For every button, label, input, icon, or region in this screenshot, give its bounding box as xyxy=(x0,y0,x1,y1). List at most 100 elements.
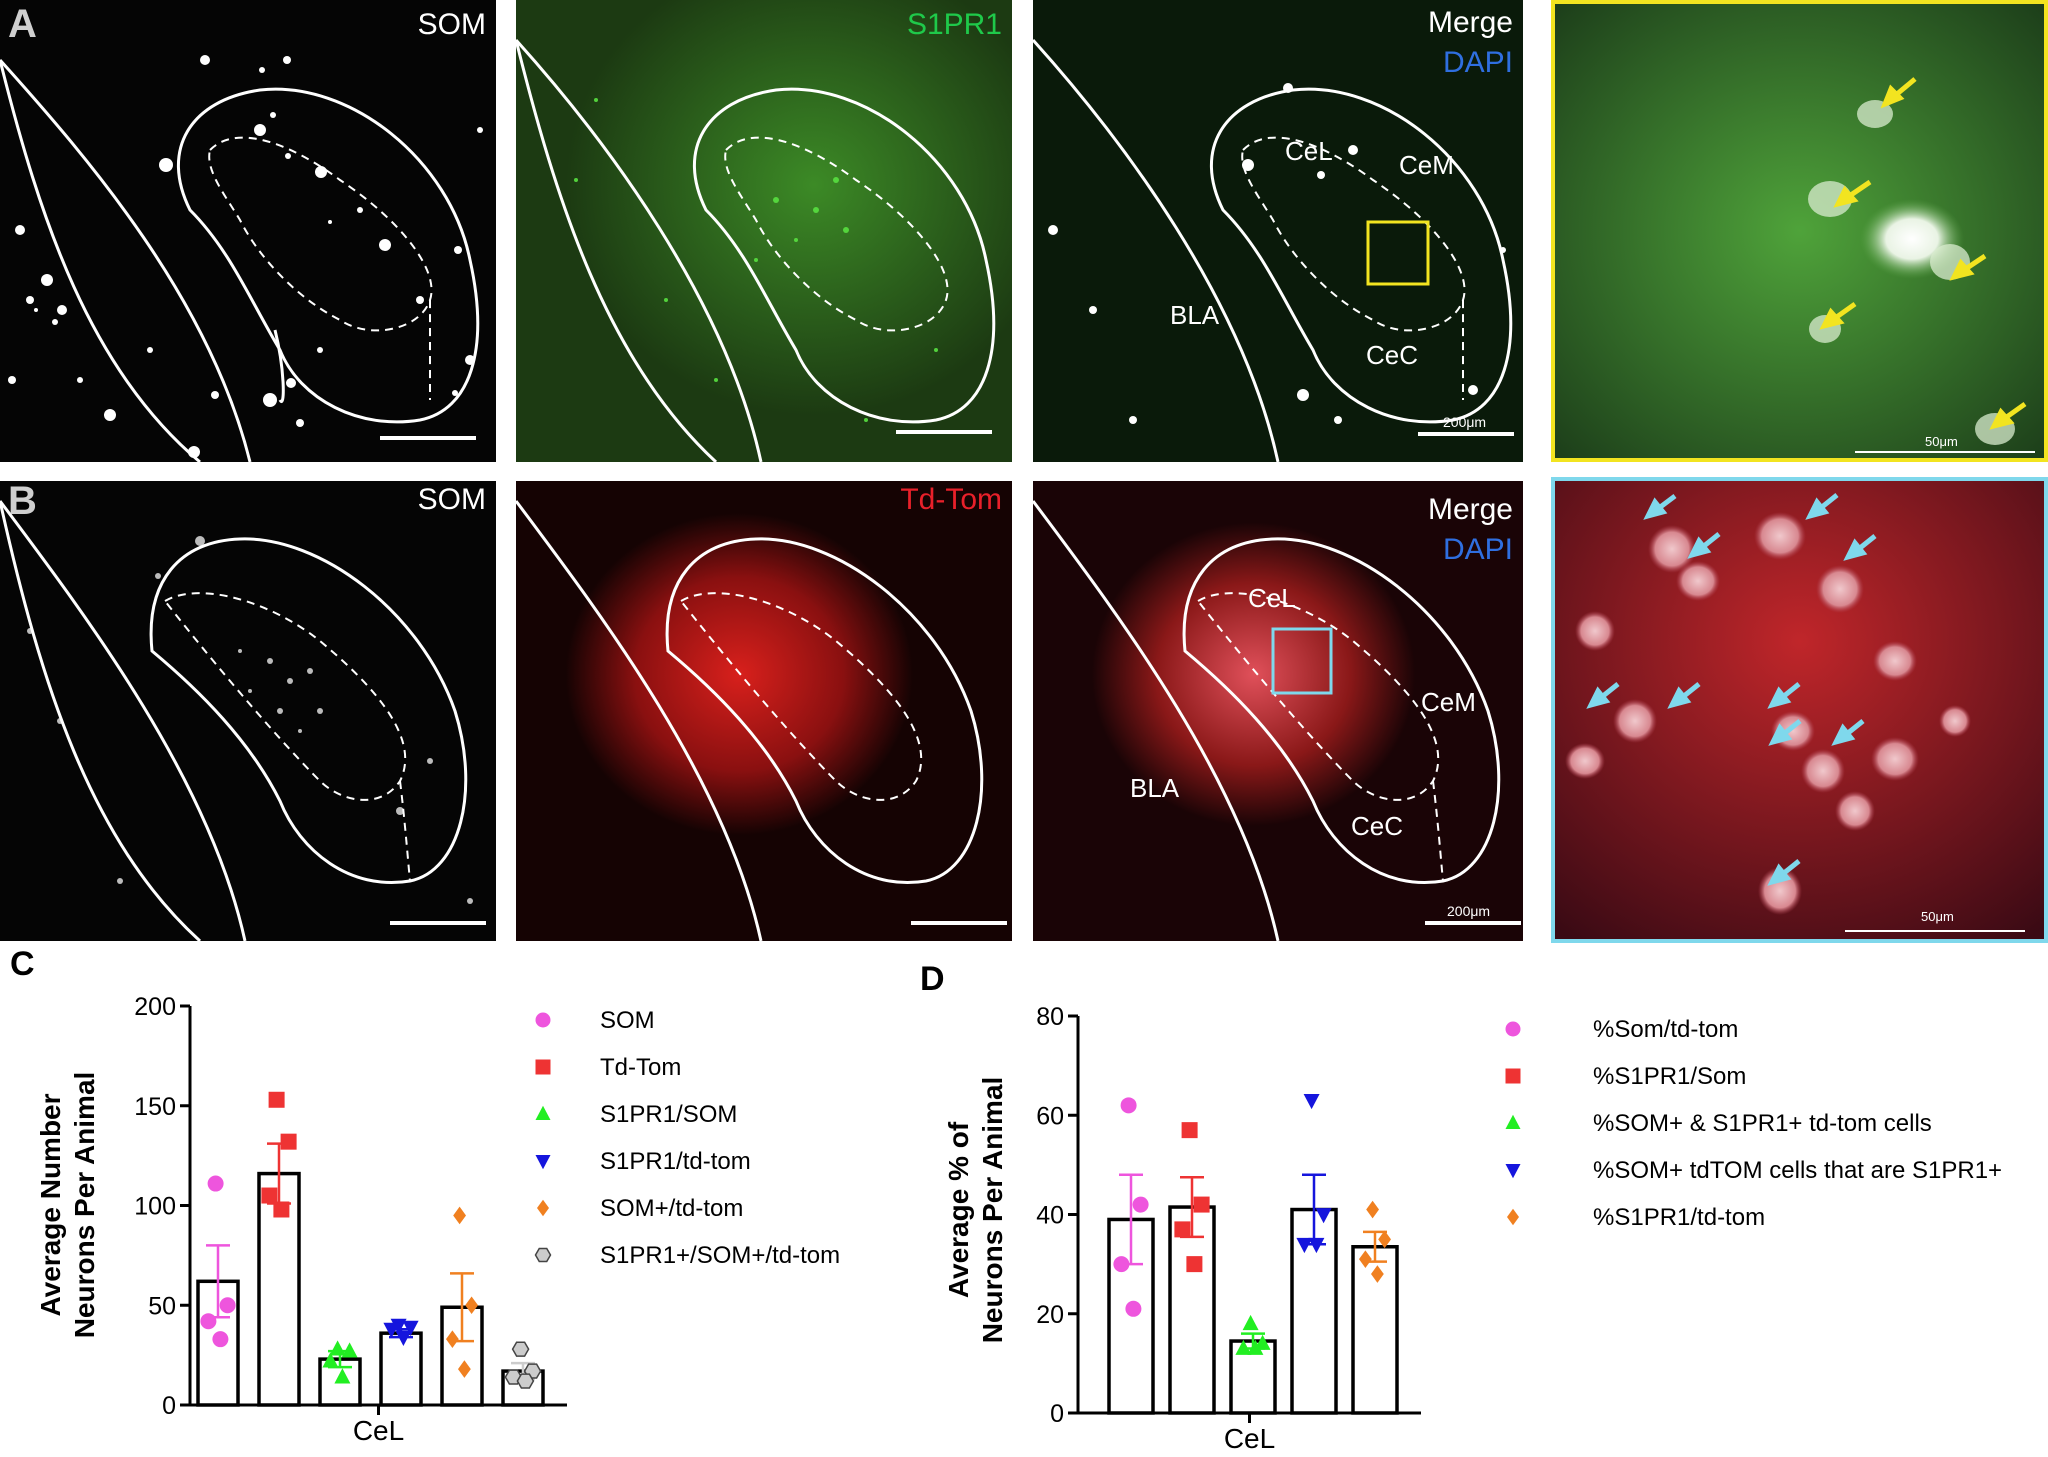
channel-label-merge: Merge xyxy=(1427,6,1513,39)
data-point xyxy=(1193,1196,1210,1213)
channel-label-som: SOM xyxy=(417,8,486,41)
data-point xyxy=(516,1373,535,1389)
scale-bar xyxy=(1855,451,2035,453)
y-tick-label: 0 xyxy=(162,1392,176,1420)
s1pr1-puncta xyxy=(574,98,938,422)
data-point xyxy=(446,1330,459,1348)
legend-label: SOM xyxy=(600,1007,655,1034)
data-point xyxy=(1247,1339,1264,1355)
bar-charts: C 0 50 100 150 200 CeL Average Number Neurons Pe… xyxy=(10,945,2002,1454)
y-tick-label: 150 xyxy=(134,1093,176,1121)
panel-label: C xyxy=(10,945,35,983)
scale-bar xyxy=(1425,921,1521,925)
legend-marker xyxy=(535,1155,551,1170)
data-point xyxy=(1366,1200,1379,1219)
data-point xyxy=(1371,1265,1384,1283)
legend-label: %S1PR1/td-tom xyxy=(1593,1204,1765,1231)
scale-bar-label: 200μm xyxy=(1443,414,1487,430)
data-point xyxy=(212,1331,229,1348)
channel-label-s1pr1: S1PR1 xyxy=(906,8,1002,41)
legend-marker xyxy=(535,1059,551,1075)
zoom-box-yellow xyxy=(1366,220,1430,286)
zoom-box-cyan xyxy=(1271,627,1333,695)
s1pr1-image-a xyxy=(516,0,1012,462)
y-axis-label: Average Number Neurons Per Animal xyxy=(35,1072,100,1339)
region-label-bla: BLA xyxy=(1130,773,1180,803)
data-point xyxy=(268,1091,285,1108)
arrow-icons xyxy=(1819,77,2027,430)
x-axis-label: CeL xyxy=(353,1415,404,1446)
panel-label: D xyxy=(920,960,945,998)
region-label-bla: BLA xyxy=(1170,300,1220,330)
legend-label: S1PR1/td-tom xyxy=(600,1148,751,1175)
legend-marker xyxy=(1505,1164,1521,1179)
data-point xyxy=(1296,1237,1313,1254)
arrow-icons xyxy=(1586,493,1877,886)
region-label-cec: CeC xyxy=(1366,340,1419,370)
data-point xyxy=(1186,1256,1203,1273)
data-point xyxy=(329,1340,346,1356)
scale-bar xyxy=(380,436,476,440)
data-point xyxy=(207,1175,224,1192)
region-outlines xyxy=(0,58,480,462)
channel-label-dapi: DAPI xyxy=(1442,46,1513,79)
y-tick-label: 50 xyxy=(148,1292,176,1320)
data-point xyxy=(383,1322,400,1338)
y-tick-label: 20 xyxy=(1036,1301,1064,1329)
data-point xyxy=(1378,1230,1391,1249)
row-label-a: A xyxy=(8,2,37,46)
channel-label-dapi: DAPI xyxy=(1442,533,1513,566)
data-point xyxy=(1235,1339,1252,1355)
data-point xyxy=(322,1352,339,1368)
legend-marker xyxy=(535,1012,551,1028)
region-label-cec: CeC xyxy=(1351,811,1404,841)
region-label-cem: CeM xyxy=(1421,687,1476,717)
scale-bar-label: 200μm xyxy=(1447,903,1491,919)
som-image-a xyxy=(0,55,483,462)
som-puncta xyxy=(8,55,483,458)
som-image-b xyxy=(0,500,486,941)
region-label-cel: CeL xyxy=(1248,583,1296,613)
data-point xyxy=(1308,1237,1325,1254)
data-point xyxy=(511,1341,530,1357)
legend-marker xyxy=(537,1199,549,1217)
zoom-image-a xyxy=(1555,4,2044,458)
data-point xyxy=(458,1360,471,1378)
scale-bar xyxy=(390,921,486,925)
legend-label: %Som/td-tom xyxy=(1593,1016,1738,1043)
y-tick-label: 200 xyxy=(134,993,176,1021)
scale-bar xyxy=(911,921,1007,925)
data-point xyxy=(453,1206,466,1225)
panel-b-zoom: 50μm xyxy=(1551,477,2048,943)
legend-marker xyxy=(1505,1021,1521,1037)
y-tick-label: 100 xyxy=(134,1193,176,1221)
data-point xyxy=(280,1133,297,1150)
legend-marker xyxy=(534,1247,552,1263)
panel-a-som: A SOM xyxy=(0,0,496,462)
data-point xyxy=(1132,1196,1149,1213)
panel-a-merge: Merge DAPI CeL CeM BLA CeC 200μm xyxy=(1033,0,1523,462)
panel-b-tdtom: Td-Tom xyxy=(516,481,1012,941)
panel-b-merge: Merge DAPI CeL CeM BLA CeC 200μm xyxy=(1033,481,1523,941)
som-puncta xyxy=(27,536,473,904)
data-point xyxy=(219,1297,236,1314)
data-point xyxy=(1303,1093,1320,1110)
scale-bar xyxy=(1845,930,2025,932)
legend-label: S1PR1+/SOM+/td-tom xyxy=(600,1242,840,1269)
data-point xyxy=(1181,1122,1198,1139)
scale-bar-label: 50μm xyxy=(1921,909,1954,924)
panel-a-zoom: 50μm xyxy=(1551,0,2048,462)
legend-label: %SOM+ tdTOM cells that are S1PR1+ xyxy=(1593,1157,2002,1184)
legend-label: %S1PR1/Som xyxy=(1593,1063,1746,1090)
merge-puncta xyxy=(1048,83,1506,424)
legend-marker xyxy=(1507,1208,1519,1226)
channel-label-som: SOM xyxy=(417,483,486,516)
channel-label-tdtom: Td-Tom xyxy=(900,483,1002,516)
data-point xyxy=(1120,1097,1137,1114)
data-point xyxy=(1125,1300,1142,1317)
data-point xyxy=(334,1368,351,1384)
x-axis-label: CeL xyxy=(1224,1423,1275,1454)
legend-marker xyxy=(535,1105,551,1120)
legend-marker xyxy=(1505,1114,1521,1129)
scale-bar xyxy=(1418,432,1514,436)
